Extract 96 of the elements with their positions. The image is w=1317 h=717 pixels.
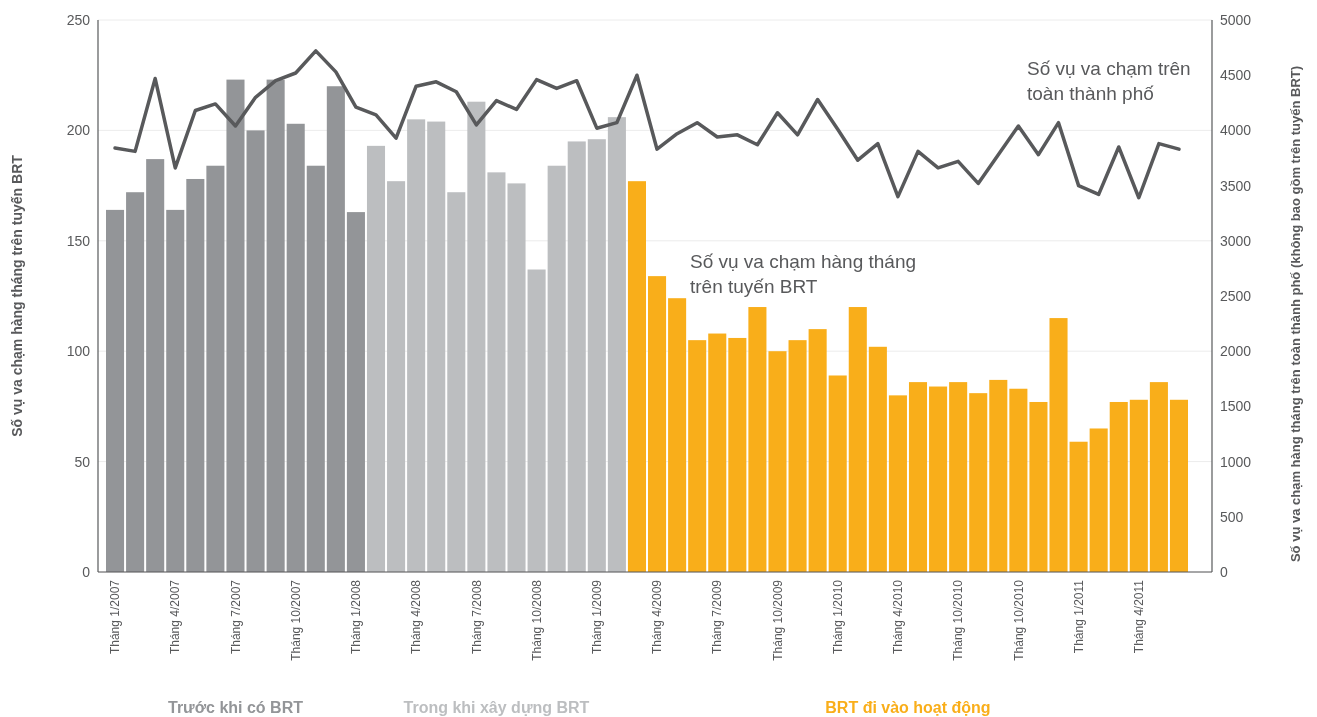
bar [908,382,928,572]
bar [547,165,566,572]
bar [226,79,245,572]
bar [648,276,667,572]
bar [166,209,185,572]
bar [668,298,687,572]
y-tick-label: 50 [74,453,91,470]
bar [1109,401,1128,572]
y-tick-label: 250 [66,11,91,28]
y2-tick-label: 4000 [1220,122,1252,139]
bar [587,139,606,572]
y2-tick-label: 2500 [1220,287,1252,304]
bar [246,130,265,572]
bar [286,123,305,572]
bar [126,192,145,572]
bar [1089,428,1108,572]
x-tick-label: Tháng 10/2010 [951,579,966,661]
bar [1149,382,1168,572]
y2-tick-label: 4500 [1220,67,1252,84]
bar [206,165,225,572]
bar [186,178,205,572]
y-tick-label: 0 [82,563,91,580]
bar [527,269,546,572]
x-tick-label: Tháng 7/2009 [710,579,725,655]
bar [306,165,325,572]
bar [387,181,406,572]
y-tick-label: 100 [66,343,91,360]
y2-tick-label: 2000 [1220,343,1252,360]
x-tick-label: Tháng 1/2009 [590,579,605,655]
bar [868,346,887,572]
bar [567,141,586,572]
y2-axis-title: Số vụ va chạm hàng tháng trên toàn thành phố (không bao gồm trên tuyến BRT) [1287,65,1303,563]
bar [748,307,767,572]
bar [969,393,988,572]
x-tick-label: Tháng 1/2008 [349,579,364,655]
x-tick-label: Tháng 7/2007 [228,579,243,655]
x-tick-label: Tháng 4/2008 [409,579,424,655]
bar [848,307,867,572]
bar [106,209,125,572]
y-tick-label: 150 [66,232,91,249]
y2-tick-label: 1000 [1220,453,1252,470]
y2-tick-label: 500 [1220,508,1244,525]
bar [1129,399,1148,572]
bar [447,192,466,572]
y2-tick-label: 5000 [1220,11,1252,28]
text: Trước khi có BRT [167,699,304,716]
x-tick-label: Tháng 10/2009 [770,579,785,661]
y-tick-label: 200 [66,122,91,139]
x-tick-label: Tháng 7/2008 [469,579,484,655]
bar [467,101,486,572]
x-tick-label: Tháng 4/2011 [1132,579,1147,654]
y2-tick-label: 3000 [1220,232,1252,249]
bar [1029,401,1048,572]
bar [407,119,426,572]
bar [949,382,968,572]
x-tick-label: Tháng 4/2007 [168,579,183,655]
bar [1009,388,1028,572]
bar [326,86,345,572]
y2-tick-label: 1500 [1220,398,1252,415]
x-tick-label: Tháng 1/2007 [108,579,123,655]
bar [808,329,827,572]
x-tick-label: Tháng 10/2007 [288,579,303,661]
x-tick-label: Tháng 1/2011 [1071,579,1086,654]
bar [1049,318,1068,572]
bar [708,333,727,572]
bar [728,337,747,572]
bar [427,121,446,572]
bar [627,181,646,572]
annotation: Số vụ va chạm trên toàn thành phố [1027,58,1191,104]
bar [366,145,386,572]
bar [146,159,165,572]
y2-tick-label: 3500 [1220,177,1252,194]
bar [768,351,787,572]
x-tick-label: Tháng 4/2010 [891,579,906,655]
x-tick-label: Tháng 10/2010 [1011,579,1026,661]
bar [888,395,907,572]
annotation: Số vụ va chạm hàng tháng trên tuyến BRT [690,251,917,297]
bar [607,117,626,572]
x-tick-label: Tháng 4/2009 [650,579,665,655]
x-tick-label: Tháng 10/2008 [529,579,544,661]
bar [1069,441,1088,572]
bar [266,79,285,572]
bar [1169,399,1188,572]
bar [487,172,506,572]
bar [989,379,1008,572]
x-tick-label: Tháng 1/2010 [830,579,845,655]
bar [507,183,526,572]
bar [688,340,707,572]
text: Trong khi xây dựng BRT [403,699,590,716]
text: BRT đi vào hoạt động [825,699,991,716]
y-axis-title: Số vụ va chạm hàng tháng trên tuyến BRT [9,154,25,437]
bar [788,340,807,572]
bar [929,386,948,572]
y2-tick-label: 0 [1220,563,1228,580]
bar [828,375,847,572]
bar [346,212,365,572]
